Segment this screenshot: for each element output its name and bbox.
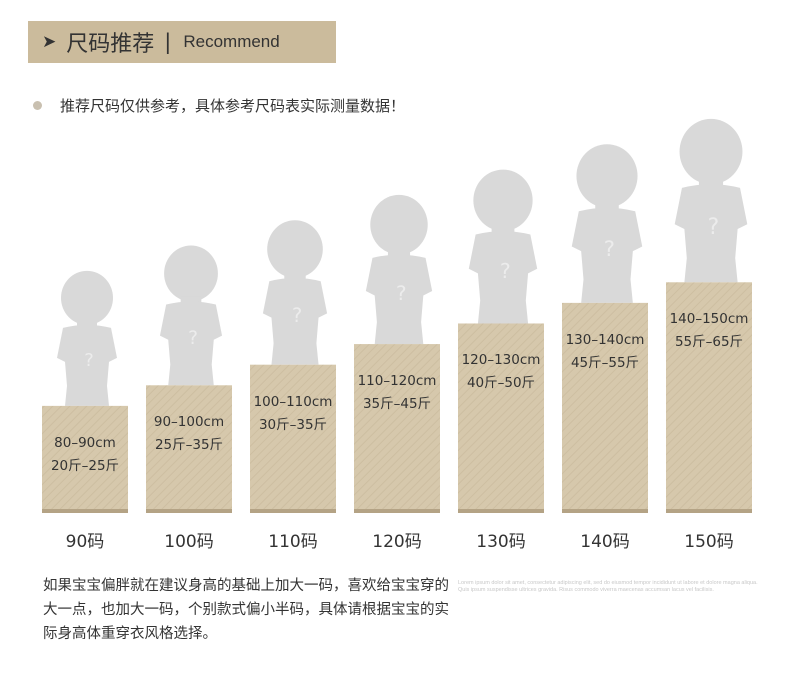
size-bar-base <box>562 509 648 513</box>
arrow-icon: ➤ <box>42 32 57 52</box>
size-bar-base <box>666 509 752 513</box>
footer-lorem: Lorem ipsum dolor sit amet, consectetur … <box>458 580 758 593</box>
bar-data-label: 100–110cm 30斤–35斤 <box>250 391 336 437</box>
child-silhouette-icon: ? <box>57 270 117 406</box>
height-range-label: 80–90cm <box>54 434 116 451</box>
bar-data-label: 80–90cm 20斤–25斤 <box>42 432 128 478</box>
question-mark-icon: ? <box>708 215 720 240</box>
question-mark-icon: ? <box>500 259 511 283</box>
size-tick-label: 130码 <box>476 532 526 552</box>
weight-range-label: 35斤–45斤 <box>362 396 432 413</box>
child-silhouette-icon: ? <box>159 245 223 386</box>
child-silhouette-icon: ? <box>262 220 328 365</box>
footer-advice: 如果宝宝偏胖就在建议身高的基础上加大一码，喜欢给宝宝穿的大一点，也加大一码，个别… <box>43 578 449 642</box>
weight-range-label: 45斤–55斤 <box>570 354 640 371</box>
weight-range-label: 20斤–25斤 <box>50 457 120 474</box>
child-silhouette-icon: ? <box>571 144 643 303</box>
size-chart: ??????? <box>42 118 752 513</box>
question-mark-icon: ? <box>604 236 615 261</box>
question-mark-icon: ? <box>188 328 198 349</box>
question-mark-icon: ? <box>292 304 302 327</box>
child-silhouette-icon: ? <box>468 169 538 324</box>
size-bar <box>458 323 544 513</box>
size-bar <box>146 385 232 513</box>
size-tick-label: 140码 <box>580 532 630 552</box>
size-bar-base <box>42 509 128 513</box>
size-bar-base <box>250 509 336 513</box>
header-title-cn: 尺码推荐 <box>66 32 155 57</box>
weight-range-label: 55斤–65斤 <box>674 334 744 351</box>
size-tick-label: 150码 <box>684 532 734 552</box>
size-tick-label: 90码 <box>65 532 105 552</box>
bar-data-label: 90–100cm 25斤–35斤 <box>146 411 232 457</box>
header-title-en: Recommend <box>183 32 280 51</box>
reference-note: 推荐尺码仅供参考，具体参考尺码表实际测量数据！ <box>33 95 405 116</box>
height-range-label: 110–120cm <box>357 373 437 390</box>
header-separator: | <box>164 30 172 54</box>
question-mark-icon: ? <box>396 282 407 305</box>
section-header: ➤ 尺码推荐 | Recommend <box>28 21 336 63</box>
size-tick-label: 120码 <box>372 532 422 552</box>
size-bar <box>42 405 128 513</box>
reference-note-text: 推荐尺码仅供参考，具体参考尺码表实际测量数据！ <box>60 97 406 115</box>
size-bar <box>250 364 336 513</box>
size-bar-base <box>458 509 544 513</box>
size-tick-label: 100码 <box>164 532 214 552</box>
size-bar-base <box>146 509 232 513</box>
bullet-dot-icon <box>33 101 42 110</box>
bar-data-label: 140–150cm 55斤–65斤 <box>666 308 752 354</box>
height-range-label: 130–140cm <box>565 331 645 348</box>
bar-data-label: 110–120cm 35斤–45斤 <box>354 370 440 416</box>
height-range-label: 140–150cm <box>669 311 749 328</box>
bar-data-label: 130–140cm 45斤–55斤 <box>562 329 648 375</box>
size-bar-base <box>354 509 440 513</box>
weight-range-label: 40斤–50斤 <box>466 375 536 392</box>
size-bar <box>354 344 440 513</box>
height-range-label: 100–110cm <box>253 393 333 410</box>
size-bar <box>666 282 752 513</box>
weight-range-label: 25斤–35斤 <box>154 437 224 454</box>
child-silhouette-icon: ? <box>674 118 748 283</box>
weight-range-label: 30斤–35斤 <box>258 416 328 433</box>
size-bar <box>562 302 648 513</box>
question-mark-icon: ? <box>84 350 94 371</box>
size-chart-graphic: ??????? <box>42 118 752 513</box>
child-silhouette-icon: ? <box>365 194 433 345</box>
height-range-label: 120–130cm <box>461 352 541 369</box>
size-tick-label: 110码 <box>268 532 318 552</box>
height-range-label: 90–100cm <box>153 414 225 431</box>
bar-data-label: 120–130cm 40斤–50斤 <box>458 349 544 395</box>
